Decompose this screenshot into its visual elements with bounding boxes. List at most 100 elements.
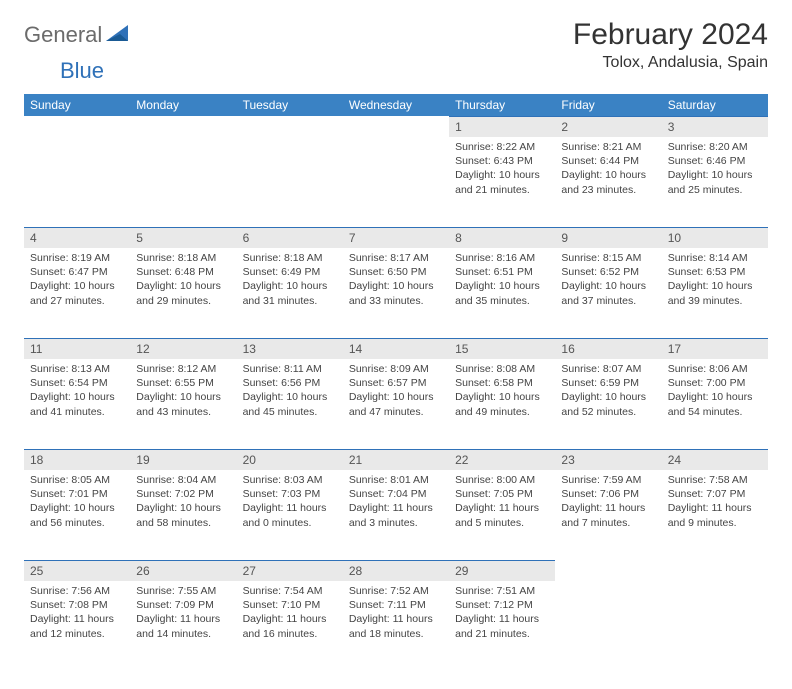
week-body-row: Sunrise: 8:19 AMSunset: 6:47 PMDaylight:… [24, 248, 768, 338]
day-info-line: Sunset: 6:56 PM [243, 376, 337, 390]
day-info-line: Daylight: 11 hours and 9 minutes. [668, 501, 762, 529]
day-info-line: Sunset: 6:47 PM [30, 265, 124, 279]
day-number: 18 [24, 449, 130, 470]
day-info-line: Sunset: 7:05 PM [455, 487, 549, 501]
day-info-line: Daylight: 10 hours and 41 minutes. [30, 390, 124, 418]
logo-text-blue: Blue [24, 58, 104, 84]
day-info-line: Sunset: 7:11 PM [349, 598, 443, 612]
day-cell-body: Sunrise: 8:15 AMSunset: 6:52 PMDaylight:… [555, 248, 661, 316]
location-text: Tolox, Andalusia, Spain [573, 54, 768, 72]
day-info-line: Sunrise: 8:03 AM [243, 473, 337, 487]
day-cell-body: Sunrise: 8:11 AMSunset: 6:56 PMDaylight:… [237, 359, 343, 427]
day-header: Thursday [449, 94, 555, 116]
day-cell-body: Sunrise: 8:12 AMSunset: 6:55 PMDaylight:… [130, 359, 236, 427]
week-body-row: Sunrise: 8:05 AMSunset: 7:01 PMDaylight:… [24, 470, 768, 560]
day-cell-body [662, 581, 768, 592]
day-number: 12 [130, 338, 236, 359]
day-number: 4 [24, 227, 130, 248]
day-info-line: Daylight: 10 hours and 49 minutes. [455, 390, 549, 418]
day-cell-body: Sunrise: 8:06 AMSunset: 7:00 PMDaylight:… [662, 359, 768, 427]
day-info-line: Sunrise: 8:20 AM [668, 140, 762, 154]
day-info-line: Daylight: 11 hours and 21 minutes. [455, 612, 549, 640]
day-info-line: Sunset: 7:07 PM [668, 487, 762, 501]
day-info-line: Sunset: 7:04 PM [349, 487, 443, 501]
day-info-line: Sunrise: 8:17 AM [349, 251, 443, 265]
day-info-line: Daylight: 10 hours and 43 minutes. [136, 390, 230, 418]
day-info-line: Sunset: 7:09 PM [136, 598, 230, 612]
day-header: Monday [130, 94, 236, 116]
day-info-line: Sunrise: 8:18 AM [136, 251, 230, 265]
day-info-line: Sunrise: 8:14 AM [668, 251, 762, 265]
day-number [662, 560, 768, 580]
day-info-line: Sunset: 6:53 PM [668, 265, 762, 279]
day-info-line: Sunrise: 8:08 AM [455, 362, 549, 376]
day-info-line: Sunset: 6:44 PM [561, 154, 655, 168]
day-number: 5 [130, 227, 236, 248]
day-info-line: Daylight: 10 hours and 35 minutes. [455, 279, 549, 307]
day-number [130, 116, 236, 136]
day-info-line: Daylight: 10 hours and 47 minutes. [349, 390, 443, 418]
day-info-line: Sunrise: 7:55 AM [136, 584, 230, 598]
day-cell-body: Sunrise: 7:56 AMSunset: 7:08 PMDaylight:… [24, 581, 130, 649]
day-cell-body [555, 581, 661, 592]
day-cell-body: Sunrise: 8:17 AMSunset: 6:50 PMDaylight:… [343, 248, 449, 316]
day-number: 21 [343, 449, 449, 470]
day-cell-body: Sunrise: 7:55 AMSunset: 7:09 PMDaylight:… [130, 581, 236, 649]
day-number: 26 [130, 560, 236, 581]
day-info-line: Daylight: 10 hours and 25 minutes. [668, 168, 762, 196]
day-info-line: Sunrise: 8:12 AM [136, 362, 230, 376]
day-cell-body: Sunrise: 8:13 AMSunset: 6:54 PMDaylight:… [24, 359, 130, 427]
day-number: 8 [449, 227, 555, 248]
day-info-line: Sunset: 6:52 PM [561, 265, 655, 279]
day-number: 11 [24, 338, 130, 359]
day-info-line: Sunrise: 8:11 AM [243, 362, 337, 376]
day-info-line: Daylight: 10 hours and 45 minutes. [243, 390, 337, 418]
day-cell-body [24, 137, 130, 148]
day-number: 2 [555, 116, 661, 137]
day-cell-body: Sunrise: 7:54 AMSunset: 7:10 PMDaylight:… [237, 581, 343, 649]
day-info-line: Sunrise: 8:13 AM [30, 362, 124, 376]
day-number: 20 [237, 449, 343, 470]
week-daynum-row: 2526272829 [24, 560, 768, 581]
day-info-line: Sunrise: 8:18 AM [243, 251, 337, 265]
day-cell-body: Sunrise: 8:18 AMSunset: 6:48 PMDaylight:… [130, 248, 236, 316]
day-cell-body: Sunrise: 8:19 AMSunset: 6:47 PMDaylight:… [24, 248, 130, 316]
day-number [237, 116, 343, 136]
page-title: February 2024 [573, 18, 768, 52]
day-info-line: Sunrise: 7:56 AM [30, 584, 124, 598]
day-cell-body: Sunrise: 8:01 AMSunset: 7:04 PMDaylight:… [343, 470, 449, 538]
day-header: Sunday [24, 94, 130, 116]
day-header-row: Sunday Monday Tuesday Wednesday Thursday… [24, 94, 768, 116]
day-number: 23 [555, 449, 661, 470]
day-info-line: Sunrise: 8:00 AM [455, 473, 549, 487]
day-info-line: Sunrise: 8:22 AM [455, 140, 549, 154]
day-info-line: Sunset: 6:57 PM [349, 376, 443, 390]
day-info-line: Daylight: 10 hours and 54 minutes. [668, 390, 762, 418]
day-header: Tuesday [237, 94, 343, 116]
day-info-line: Sunrise: 7:51 AM [455, 584, 549, 598]
day-info-line: Sunset: 7:01 PM [30, 487, 124, 501]
day-info-line: Sunrise: 8:21 AM [561, 140, 655, 154]
day-info-line: Sunset: 6:48 PM [136, 265, 230, 279]
day-number: 14 [343, 338, 449, 359]
day-cell-body: Sunrise: 8:04 AMSunset: 7:02 PMDaylight:… [130, 470, 236, 538]
week-daynum-row: 11121314151617 [24, 338, 768, 359]
day-info-line: Daylight: 10 hours and 56 minutes. [30, 501, 124, 529]
week-daynum-row: 45678910 [24, 227, 768, 248]
day-number [555, 560, 661, 580]
day-header: Friday [555, 94, 661, 116]
day-number [24, 116, 130, 136]
day-info-line: Sunset: 6:55 PM [136, 376, 230, 390]
day-info-line: Sunrise: 8:06 AM [668, 362, 762, 376]
day-number: 17 [662, 338, 768, 359]
day-info-line: Daylight: 10 hours and 39 minutes. [668, 279, 762, 307]
day-info-line: Sunset: 6:54 PM [30, 376, 124, 390]
logo-triangle-icon [106, 23, 130, 48]
day-info-line: Sunrise: 8:04 AM [136, 473, 230, 487]
week-daynum-row: 123 [24, 116, 768, 137]
day-cell-body: Sunrise: 8:09 AMSunset: 6:57 PMDaylight:… [343, 359, 449, 427]
day-info-line: Sunrise: 8:01 AM [349, 473, 443, 487]
day-info-line: Sunrise: 7:59 AM [561, 473, 655, 487]
day-info-line: Sunset: 6:49 PM [243, 265, 337, 279]
day-cell-body [130, 137, 236, 148]
